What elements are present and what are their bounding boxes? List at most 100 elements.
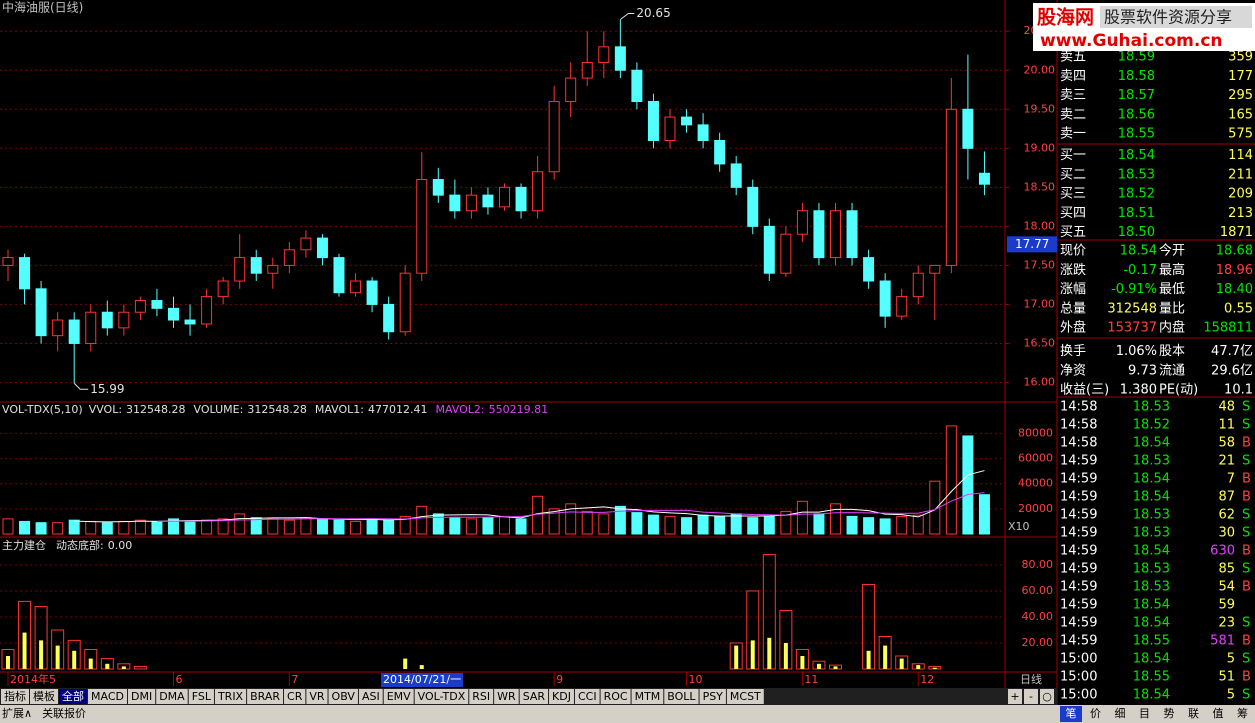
- tab-label[interactable]: MACD: [91, 690, 124, 703]
- tab-label[interactable]: SAR: [523, 690, 546, 703]
- tab-button[interactable]: [383, 689, 414, 704]
- tab-label[interactable]: ASI: [362, 690, 380, 703]
- tab-button[interactable]: [358, 689, 383, 704]
- y-tick-label: 18.00: [1024, 219, 1056, 232]
- panel-tab[interactable]: [1060, 706, 1082, 722]
- tab-button[interactable]: [631, 689, 664, 704]
- volume-bar: [962, 435, 974, 535]
- tab-button[interactable]: [59, 689, 87, 704]
- bottom-tab[interactable]: 关联报价: [42, 706, 86, 720]
- candle-body: [52, 319, 64, 337]
- panel-tab[interactable]: [1084, 706, 1107, 722]
- tab-label[interactable]: TRIX: [217, 690, 244, 703]
- panel-tab-label[interactable]: 目: [1139, 707, 1150, 720]
- tab-button[interactable]: [30, 689, 58, 704]
- tab-button[interactable]: [88, 689, 127, 704]
- trade-side: S: [1242, 526, 1250, 541]
- tab-label[interactable]: DMI: [131, 690, 152, 703]
- tab-button[interactable]: [214, 689, 247, 704]
- legend-label: MAVOL2:: [435, 403, 484, 416]
- tab-button[interactable]: [188, 689, 214, 704]
- trade-time: 14:59: [1060, 544, 1097, 559]
- tab-label[interactable]: CCI: [578, 690, 597, 703]
- tab-label[interactable]: ROC: [604, 690, 628, 703]
- tab-button[interactable]: [519, 689, 549, 704]
- book-volume: 213: [1228, 206, 1253, 221]
- tab-button[interactable]: [726, 689, 764, 704]
- trade-time: 14:58: [1060, 436, 1097, 451]
- panel-tab-label[interactable]: 势: [1164, 707, 1175, 720]
- panel-tab[interactable]: [1109, 706, 1131, 722]
- tab-button[interactable]: [549, 689, 574, 704]
- candle-body: [350, 280, 362, 294]
- tab-label[interactable]: 指标: [4, 689, 26, 703]
- y-tick-label: 60.00: [1022, 584, 1054, 597]
- tab-label[interactable]: DMA: [159, 690, 185, 703]
- cursor-price-box: [1007, 236, 1057, 253]
- tab-button[interactable]: [664, 689, 699, 704]
- zoom-label[interactable]: +: [1010, 690, 1019, 703]
- legend-label: VVOL:: [89, 403, 122, 416]
- candle-body: [482, 194, 494, 208]
- panel-tab-label[interactable]: 价: [1090, 707, 1101, 720]
- tab-label[interactable]: VOL-TDX: [418, 690, 466, 703]
- panel-tab-label[interactable]: 值: [1213, 707, 1224, 720]
- tab-button[interactable]: [494, 689, 519, 704]
- panel-tab-label[interactable]: 笔: [1066, 706, 1077, 720]
- tab-label[interactable]: EMV: [387, 690, 411, 703]
- tab-label[interactable]: MTM: [635, 690, 661, 703]
- zoom-button[interactable]: [1008, 689, 1022, 704]
- tab-label[interactable]: WR: [497, 690, 516, 703]
- trade-price: 18.55: [1133, 634, 1170, 649]
- trade-time: 14:59: [1060, 472, 1097, 487]
- tab-label[interactable]: PSY: [703, 690, 724, 703]
- panel-tab-label[interactable]: 筹: [1237, 706, 1248, 720]
- quote-label: 涨跌: [1060, 262, 1086, 278]
- bottom-tab[interactable]: 扩展∧: [2, 706, 32, 720]
- tab-button[interactable]: [574, 689, 600, 704]
- panel-tab-label[interactable]: 联: [1188, 707, 1199, 720]
- zoom-button[interactable]: [1040, 689, 1054, 704]
- tab-button[interactable]: [306, 689, 328, 704]
- tab-label[interactable]: RSI: [472, 690, 490, 703]
- volume-bar: [929, 480, 941, 535]
- tab-label[interactable]: FSL: [192, 690, 212, 703]
- zoom-label[interactable]: ○: [1042, 690, 1052, 703]
- panel-tab[interactable]: [1231, 706, 1254, 722]
- tab-button[interactable]: [127, 689, 156, 704]
- tab-button[interactable]: [1, 689, 29, 704]
- zoom-button[interactable]: [1024, 689, 1038, 704]
- tab-button[interactable]: [600, 689, 631, 704]
- candle-body: [201, 296, 213, 325]
- tab-label[interactable]: MCST: [730, 690, 761, 703]
- tab-label[interactable]: KDJ: [552, 690, 571, 703]
- panel-tab[interactable]: [1133, 706, 1156, 722]
- panel-tab-label[interactable]: 细: [1115, 707, 1126, 720]
- tab-label[interactable]: CR: [287, 690, 303, 703]
- trade-price: 18.53: [1133, 508, 1170, 523]
- tab-button[interactable]: [284, 689, 306, 704]
- panel-tab[interactable]: [1207, 706, 1229, 722]
- tab-button[interactable]: [414, 689, 469, 704]
- tab-button[interactable]: [469, 689, 494, 704]
- tab-label[interactable]: 模板: [33, 689, 55, 703]
- tab-button[interactable]: [699, 689, 726, 704]
- book-volume: 209: [1228, 187, 1253, 202]
- tab-button[interactable]: [156, 689, 188, 704]
- tab-label[interactable]: OBV: [332, 690, 356, 703]
- tab-label[interactable]: BOLL: [667, 690, 696, 703]
- zoom-label[interactable]: -: [1029, 690, 1033, 703]
- tab-label[interactable]: 全部: [62, 689, 84, 703]
- trade-time: 14:59: [1060, 634, 1097, 649]
- tab-button[interactable]: [328, 689, 358, 704]
- tab-label[interactable]: VR: [309, 690, 325, 703]
- candle-body: [664, 116, 676, 142]
- panel-tab[interactable]: [1182, 706, 1205, 722]
- book-label: 卖三: [1060, 88, 1086, 103]
- candle-body: [316, 237, 328, 259]
- panel-tab[interactable]: [1158, 706, 1180, 722]
- trade-price: 18.54: [1133, 472, 1170, 487]
- tab-button[interactable]: [247, 689, 284, 704]
- y-tick-label: 18.50: [1024, 180, 1056, 193]
- tab-label[interactable]: BRAR: [250, 690, 280, 703]
